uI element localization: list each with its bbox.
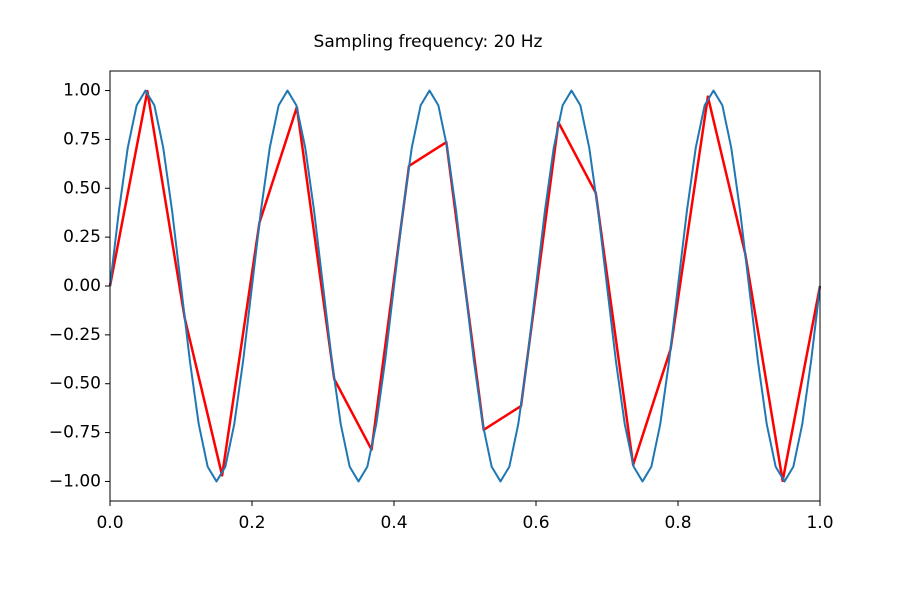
- y-tick-label: 0.00: [63, 276, 101, 296]
- y-tick-label: −1.00: [49, 471, 101, 491]
- y-tick-label: 0.75: [63, 129, 101, 149]
- line-series: [109, 89, 821, 483]
- y-tick-label: −0.75: [49, 423, 101, 443]
- x-tick-label: 0.4: [380, 513, 407, 533]
- y-tick-label: −0.25: [49, 325, 101, 345]
- x-tick-label: 0.0: [96, 513, 123, 533]
- chart-title: Sampling frequency: 20 Hz: [314, 32, 543, 52]
- x-tick-label: 1.0: [806, 513, 833, 533]
- y-tick-label: −0.50: [49, 374, 101, 394]
- x-tick-label: 0.2: [238, 513, 265, 533]
- x-tick-label: 0.8: [664, 513, 691, 533]
- x-tick-label: 0.6: [522, 513, 549, 533]
- y-tick-label: 1.00: [63, 81, 101, 101]
- y-tick-label: 0.25: [63, 227, 101, 247]
- y-tick-label: 0.50: [63, 178, 101, 198]
